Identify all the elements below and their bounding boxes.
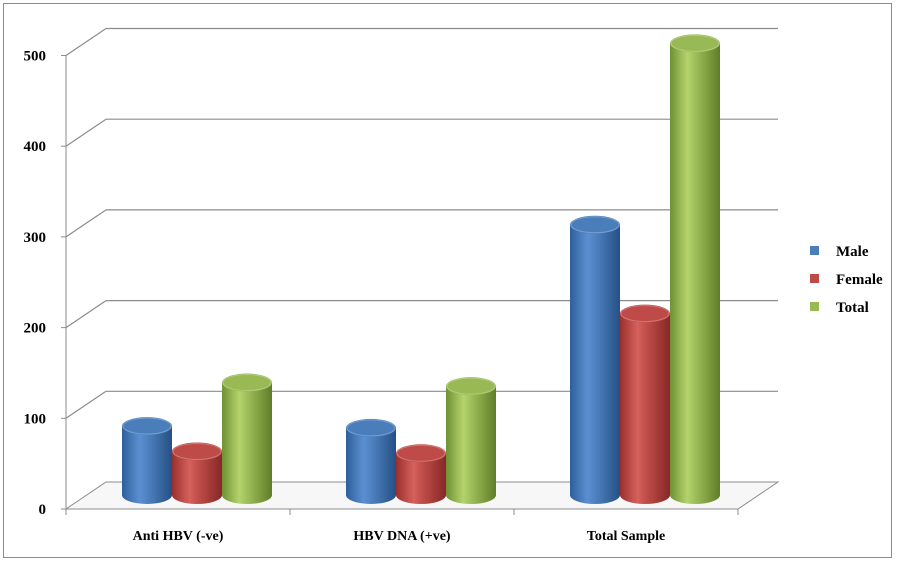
bar [670,34,720,505]
y-tick-label: 100 [24,411,47,427]
bar-top-highlight [122,417,172,435]
x-tick-label: Total Sample [587,529,665,544]
bar-top [222,373,272,392]
bar-top-highlight [396,444,446,462]
bar [346,418,396,504]
x-tick-label: HBV DNA (+ve) [353,529,450,544]
gridline-diagonal [65,300,107,329]
bar-top [122,417,172,436]
gridlines [65,27,778,419]
y-tick-label: 400 [24,139,47,155]
bar-top-highlight [172,442,222,460]
legend-label: Male [836,244,869,260]
bar-top [570,215,620,234]
bar-top-highlight [346,419,396,437]
bar-body [570,224,620,505]
bar [122,417,172,504]
bars [122,34,720,505]
legend-label: Female [836,272,883,288]
bar [620,304,670,504]
bar-body [346,427,396,504]
bar-top [446,377,496,396]
y-tick-label: 300 [24,230,47,246]
bar-body [222,382,272,504]
x-tick-label: Anti HBV (-ve) [133,529,224,544]
bar-top [670,34,720,53]
bar-top [346,418,396,437]
legend: Male Female Total [810,244,883,316]
bar-top [396,444,446,463]
bar-top-highlight [446,377,496,395]
x-axis-labels: Anti HBV (-ve) HBV DNA (+ve) Total Sample [133,529,666,544]
bar [172,442,222,504]
bar-top-highlight [620,305,670,323]
legend-swatch [810,274,819,283]
gridline-diagonal [65,209,107,238]
bar [446,377,496,504]
legend-swatch [810,246,819,255]
bar-body [620,313,670,504]
bar [396,444,446,504]
axes [61,55,739,515]
y-axis-ticks: 0 100 200 300 400 500 [24,49,47,519]
bar-top-highlight [222,374,272,392]
bar-top [620,304,670,323]
bar-top [172,442,222,461]
y-tick-label: 200 [24,321,47,337]
y-tick-label: 0 [39,502,47,518]
bar [222,373,272,504]
bar-top-highlight [570,216,620,234]
bar-body [122,426,172,504]
bar-body [396,453,446,504]
bar-body [446,386,496,504]
bar-body [670,43,720,505]
bar-body [172,451,222,504]
y-tick-label: 500 [24,49,47,65]
gridline-diagonal [65,118,107,147]
gridline-diagonal [65,390,107,419]
gridline-diagonal [65,28,107,56]
bar [570,215,620,505]
bar-top-highlight [670,34,720,52]
legend-swatch [810,302,819,311]
legend-label: Total [836,300,869,316]
